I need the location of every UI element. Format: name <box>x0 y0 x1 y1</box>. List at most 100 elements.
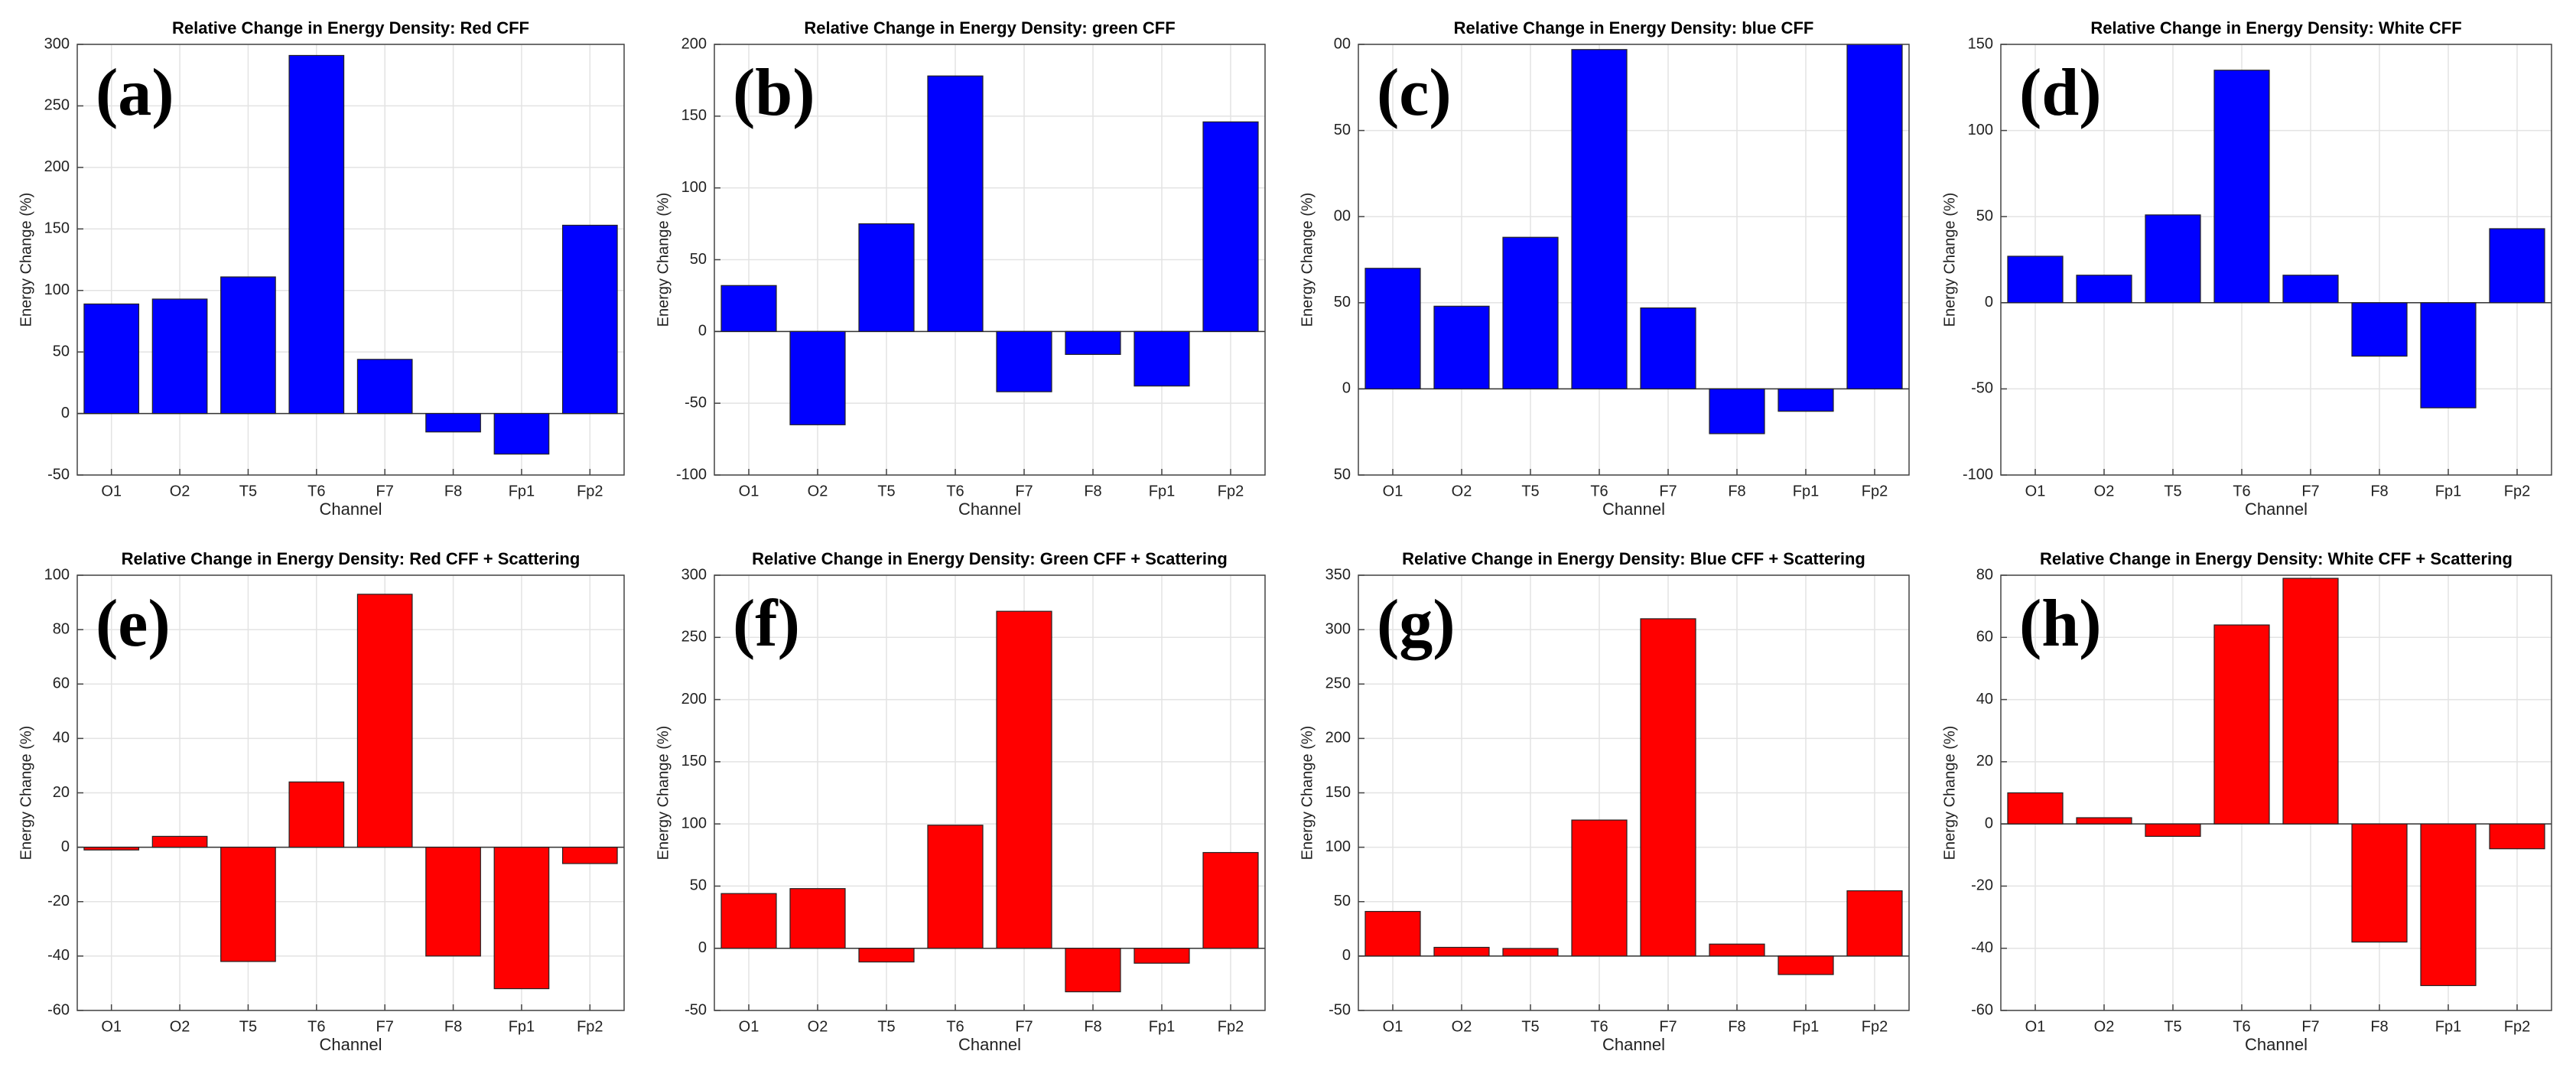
x-axis-label: Channel <box>1602 499 1665 519</box>
y-tick-label: 40 <box>1976 691 1993 708</box>
bar <box>561 224 618 415</box>
bar <box>1065 330 1121 355</box>
y-tick-label: 50 <box>53 343 70 360</box>
bar <box>151 835 208 848</box>
x-tick-label: T5 <box>1521 483 1539 499</box>
x-tick-label: T5 <box>2164 1018 2181 1035</box>
bar <box>1433 305 1490 389</box>
y-tick-label: 200 <box>44 158 70 175</box>
panel-label: (a) <box>96 56 174 130</box>
y-axis-label: Energy Change (%) <box>655 726 672 861</box>
bar <box>2420 823 2477 987</box>
panel-label: (c) <box>1377 56 1452 130</box>
x-tick-label: F8 <box>1084 1018 1101 1035</box>
y-axis-label: Energy Change (%) <box>18 726 34 861</box>
x-tick-label: Fp1 <box>1149 1018 1175 1035</box>
panel-label: (f) <box>733 587 800 661</box>
x-axis-label: Channel <box>320 499 382 519</box>
x-tick-label: Fp2 <box>577 483 603 499</box>
x-tick-label: Fp1 <box>2435 1018 2461 1035</box>
y-tick-label: 00 <box>1334 207 1351 224</box>
x-tick-label: O1 <box>1383 483 1403 499</box>
x-axis-label: Channel <box>958 1035 1021 1054</box>
bar <box>2282 578 2339 825</box>
x-tick-label: T6 <box>2233 1018 2250 1035</box>
y-tick-label: 0 <box>698 323 707 340</box>
y-tick-label: 100 <box>1325 838 1351 855</box>
x-tick-label: T5 <box>877 483 895 499</box>
y-tick-label: 100 <box>1968 122 1993 138</box>
x-tick-label: O1 <box>1383 1018 1403 1035</box>
x-tick-label: T5 <box>1521 1018 1539 1035</box>
bar <box>1571 819 1628 957</box>
y-tick-label: 40 <box>53 730 70 747</box>
bar <box>1640 618 1696 957</box>
y-tick-label: -50 <box>685 394 707 411</box>
bar <box>356 359 413 415</box>
x-tick-label: T6 <box>946 483 964 499</box>
bar <box>927 75 984 332</box>
y-tick-label: -20 <box>1971 877 1993 894</box>
axes-box <box>76 574 625 1011</box>
axes-box <box>2000 574 2552 1011</box>
bar <box>1202 121 1259 332</box>
bar <box>151 298 208 415</box>
x-tick-label: F7 <box>2301 1018 2319 1035</box>
bar <box>356 594 413 848</box>
y-tick-label: 350 <box>1325 566 1351 583</box>
bar <box>1433 946 1490 957</box>
y-tick-label: -60 <box>1971 1001 1993 1018</box>
x-tick-label: F8 <box>2370 1018 2388 1035</box>
axes-box <box>1358 44 1910 476</box>
y-tick-label: 100 <box>44 566 70 583</box>
y-tick-label: 300 <box>44 35 70 52</box>
y-tick-label: -50 <box>47 466 70 483</box>
bar-chart: -100 -50 0 50 100 150 200 O1 O2 T5 T6 F7 F8 Fp1 Fp2 Rel… <box>655 18 1266 519</box>
bar <box>83 847 140 851</box>
x-tick-label: T5 <box>239 1018 257 1035</box>
bar <box>493 847 550 990</box>
bar <box>1778 955 1834 975</box>
y-axis-label: Energy Change (%) <box>1941 193 1958 327</box>
bar <box>789 330 846 425</box>
x-tick-label: O2 <box>1452 483 1472 499</box>
bar <box>2145 214 2201 304</box>
bar <box>2489 228 2545 304</box>
y-tick-label: 100 <box>44 281 70 298</box>
x-tick-label: O2 <box>170 1018 190 1035</box>
y-tick-label: 50 <box>1334 893 1351 909</box>
y-tick-label: 0 <box>61 405 70 421</box>
y-tick-label: 50 <box>690 877 707 894</box>
bar <box>996 610 1052 949</box>
bar <box>858 948 915 963</box>
x-tick-label: Fp2 <box>577 1018 603 1035</box>
bar <box>1134 948 1190 964</box>
x-tick-label: Fp2 <box>1862 1018 1888 1035</box>
bar <box>1134 330 1190 387</box>
y-tick-label: -40 <box>47 947 70 964</box>
y-axis-label: Energy Change (%) <box>1299 726 1316 861</box>
chart-title: Relative Change in Energy Density: Blue … <box>1402 549 1865 568</box>
bar <box>2213 70 2270 304</box>
panel-label: (e) <box>96 587 171 661</box>
y-tick-label: 150 <box>681 107 707 124</box>
x-tick-label: Fp2 <box>1218 1018 1244 1035</box>
bar <box>2076 275 2132 304</box>
y-tick-label: 60 <box>53 675 70 692</box>
bar <box>561 847 618 864</box>
y-axis-label: Energy Change (%) <box>1299 193 1316 327</box>
y-tick-label: 60 <box>1976 629 1993 646</box>
bar-chart: -60 -40 -20 0 20 40 60 80 O1 O2 T5 T6 F7 F8 Fp1 Fp2 Rela… <box>1941 549 2552 1054</box>
x-tick-label: Fp1 <box>509 483 535 499</box>
axes-box <box>76 44 625 476</box>
y-tick-label: 150 <box>681 753 707 770</box>
y-tick-label: 150 <box>1325 784 1351 801</box>
x-tick-label: Fp1 <box>1149 483 1175 499</box>
bar <box>858 223 915 332</box>
x-tick-label: T6 <box>2233 483 2250 499</box>
y-axis-label: Energy Change (%) <box>1941 726 1958 861</box>
y-tick-label: 80 <box>1976 566 1993 583</box>
bar <box>288 781 345 848</box>
